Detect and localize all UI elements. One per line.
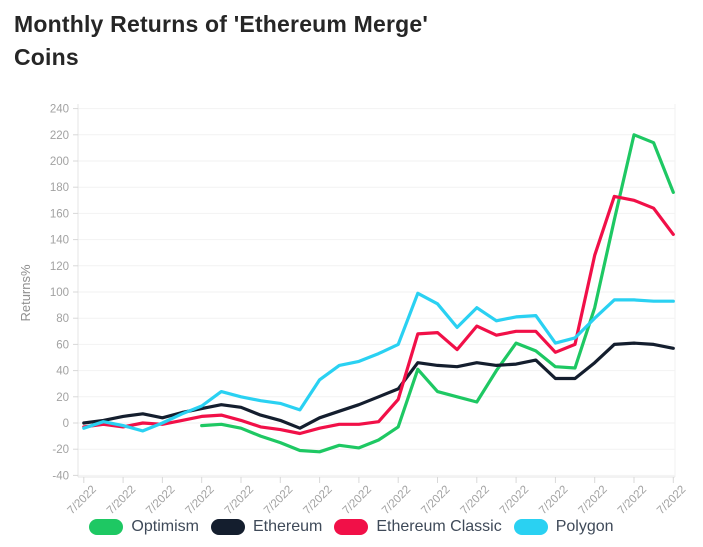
series-line-ethereum-classic	[82, 194, 675, 436]
y-tick-label: 220	[50, 130, 69, 142]
y-tick-label: 120	[50, 261, 69, 273]
y-axis-title: Returns%	[18, 264, 33, 322]
x-tick-label: 7/2022	[341, 484, 374, 517]
x-tick-label: 7/2022	[459, 484, 492, 517]
series-line-optimism	[200, 133, 675, 454]
x-tick-label: 7/2022	[301, 484, 334, 517]
legend-swatch-icon	[210, 519, 245, 535]
x-tick-label: 7/2022	[66, 484, 99, 517]
legend-swatch-icon	[513, 519, 548, 535]
legend-item-ethereum-classic[interactable]: Ethereum Classic	[334, 518, 502, 536]
legend-swatch-icon	[334, 519, 369, 535]
y-tick-label: 0	[63, 418, 69, 430]
legend-item-optimism[interactable]: Optimism	[89, 518, 199, 536]
x-tick-label: 7/2022	[498, 484, 531, 517]
y-tick-label: 100	[50, 287, 69, 299]
x-tick-label: 7/2022	[105, 484, 138, 517]
series-line-polygon	[82, 291, 675, 433]
y-tick-label: 240	[50, 104, 69, 116]
x-tick-label: 7/2022	[144, 484, 177, 517]
legend-label: Ethereum Classic	[376, 518, 502, 535]
page-title: Monthly Returns of 'Ethereum Merge' Coin…	[14, 11, 429, 70]
y-tick-label: 140	[50, 235, 69, 247]
series-line-ethereum	[82, 341, 675, 430]
y-tick-label: -40	[52, 470, 69, 482]
chart-legend: Optimism Ethereum Ethereum Classic Polygon	[0, 518, 703, 536]
y-tick-label: 160	[50, 208, 69, 220]
y-tick-label: 180	[50, 182, 69, 194]
line-chart: 240220200180160140120100806040200-20-407…	[18, 104, 688, 517]
legend-label: Polygon	[555, 518, 614, 535]
x-tick-label: 7/2022	[655, 484, 688, 517]
x-tick-label: 7/2022	[419, 484, 452, 517]
y-tick-label: -20	[52, 444, 69, 456]
legend-item-ethereum[interactable]: Ethereum	[210, 518, 323, 536]
legend-item-polygon[interactable]: Polygon	[513, 518, 614, 536]
x-tick-label: 7/2022	[537, 484, 570, 517]
x-tick-label: 7/2022	[616, 484, 649, 517]
legend-swatch-icon	[89, 519, 124, 535]
x-tick-label: 7/2022	[183, 484, 216, 517]
x-tick-label: 7/2022	[380, 484, 413, 517]
x-tick-label: 7/2022	[262, 484, 295, 517]
y-tick-label: 40	[56, 366, 69, 378]
y-tick-label: 20	[56, 392, 69, 404]
legend-label: Optimism	[131, 518, 199, 535]
y-tick-label: 200	[50, 156, 69, 168]
y-tick-label: 80	[56, 313, 69, 325]
y-tick-label: 60	[56, 339, 69, 351]
x-tick-label: 7/2022	[223, 484, 256, 517]
x-tick-label: 7/2022	[576, 484, 609, 517]
legend-label: Ethereum	[252, 518, 323, 535]
